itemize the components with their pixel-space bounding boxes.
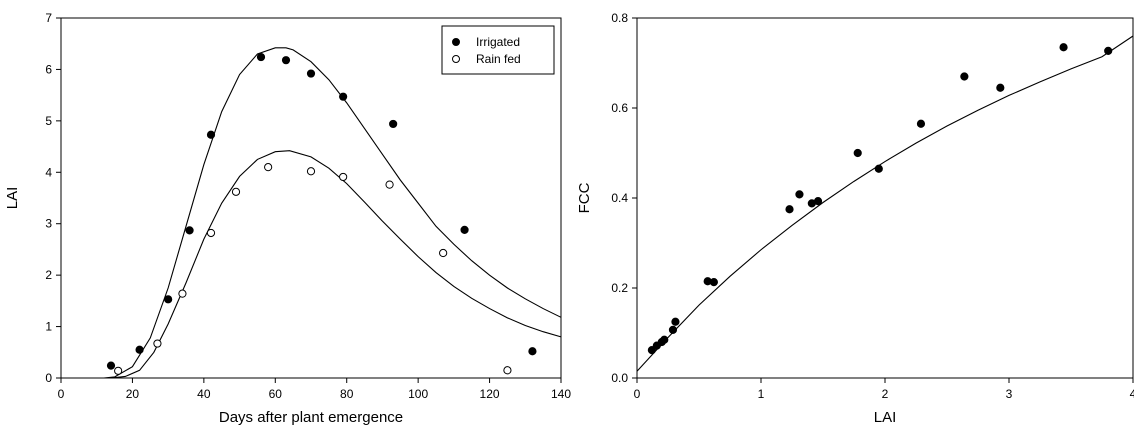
x-tick-label: 0 [634,387,641,401]
x-tick-label: 60 [269,387,283,401]
data-point-rain-fed [114,366,123,375]
data-point-rain-fed [439,248,448,258]
lai-x-axis-ticks: 0 20 40 60 80 100 120 140 [58,378,571,401]
data-point-rain-fed [385,180,394,189]
y-tick-label: 0.6 [611,101,628,115]
x-tick-label: 3 [1006,387,1013,401]
data-point-irrigated [339,92,348,101]
x-tick-label: 4 [1130,387,1134,401]
data-point-rain-fed [178,289,187,298]
data-point-irrigated [306,69,316,78]
data-point-rain-fed [339,172,348,182]
x-tick-label: 1 [758,387,765,401]
y-tick-label: 3 [45,217,52,231]
y-tick-label: 2 [45,268,52,282]
data-point [795,190,804,199]
lai-fit-curves [103,47,562,379]
data-point-irrigated [164,295,173,304]
fit-curve [636,35,1134,372]
data-point [853,148,862,158]
x-tick-label: 2 [882,387,889,401]
fit-curve-irrigated [103,47,562,379]
legend-label-irrigated: Irrigated [476,35,520,49]
data-point-irrigated [281,56,291,65]
fcc-y-axis-label: FCC [576,182,593,213]
y-tick-label: 5 [45,114,52,128]
data-point [647,346,656,355]
fcc-vs-lai-chart: 0 1 2 3 4 0.0 0.2 0.4 0.6 0.8 LAI FCC [576,11,1134,426]
x-tick-label: 120 [480,387,500,401]
legend: Irrigated Rain fed [441,25,555,75]
lai-x-axis-label: Days after plant emergence [219,409,403,426]
data-point [813,197,823,206]
legend-marker-rain-fed [452,55,460,63]
lai-y-axis-ticks: 0 1 2 3 4 5 6 7 [45,11,61,385]
y-tick-label: 0.4 [611,191,628,205]
lai-y-axis-label: LAI [4,187,21,210]
lai-vs-days-chart: 0 20 40 60 80 100 120 140 0 1 2 3 4 5 6 7 Days after p… [4,11,571,426]
data-point [709,278,718,287]
data-point-rain-fed [306,167,316,176]
y-tick-label: 0 [45,371,52,385]
data-point-irrigated [106,361,116,370]
x-tick-label: 80 [340,387,354,401]
data-point [1104,46,1113,55]
data-point-rain-fed [153,339,162,348]
data-point [668,325,678,334]
x-tick-label: 0 [58,387,65,401]
lai-plot-frame [60,17,562,379]
fcc-fit-curve [636,35,1134,372]
y-tick-label: 4 [45,165,52,179]
fcc-x-axis-label: LAI [874,409,897,426]
lai-data-points [106,52,537,375]
x-tick-label: 20 [126,387,140,401]
x-tick-label: 140 [551,387,571,401]
data-point-rain-fed [206,228,216,238]
x-tick-label: 40 [197,387,211,401]
fit-curve-rain-fed [110,150,562,379]
y-tick-label: 7 [45,11,52,25]
data-point-irrigated [185,226,194,235]
data-point-irrigated [256,52,266,62]
data-point [916,119,926,128]
data-point [671,317,680,326]
legend-label-rain-fed: Rain fed [476,52,521,66]
y-tick-label: 0.8 [611,11,628,25]
data-point [660,335,669,344]
fcc-x-axis-ticks: 0 1 2 3 4 [634,378,1134,401]
y-tick-label: 1 [45,320,52,334]
x-tick-label: 100 [408,387,428,401]
data-point-irrigated [206,130,216,139]
data-point-irrigated [460,225,469,234]
data-point-rain-fed [503,366,512,375]
y-tick-label: 0.2 [611,281,628,295]
data-point [960,72,969,81]
fcc-plot-frame [636,17,1134,379]
data-point-irrigated [135,345,144,354]
y-tick-label: 6 [45,62,52,76]
y-tick-label: 0.0 [611,371,628,385]
data-point [996,83,1005,92]
fcc-y-axis-ticks: 0.0 0.2 0.4 0.6 0.8 [611,11,637,385]
data-point-irrigated [389,119,398,129]
legend-marker-irrigated [452,38,460,46]
data-point-irrigated [528,347,537,356]
data-point [785,205,794,214]
data-point [874,164,883,173]
legend-box [441,25,555,75]
data-point-rain-fed [231,187,241,196]
data-point [1059,43,1068,52]
fcc-data-points [647,43,1113,355]
data-point-rain-fed [264,163,273,172]
